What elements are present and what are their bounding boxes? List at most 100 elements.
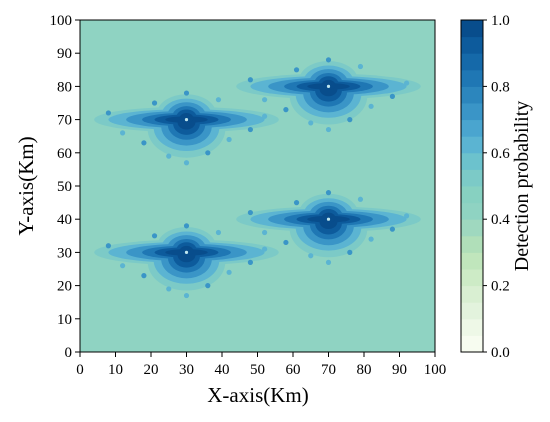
hotspot-speckle [247, 77, 253, 83]
hotspot-speckle [262, 246, 268, 252]
colorbar-segment [461, 169, 483, 187]
x-tick-label: 60 [286, 362, 301, 378]
hotspot-speckle [120, 263, 126, 269]
colorbar-segment [461, 36, 483, 54]
y-tick-label: 0 [65, 345, 73, 361]
hotspot-speckle [308, 120, 314, 126]
colorbar-segment [461, 86, 483, 104]
hotspot-speckle [404, 80, 410, 86]
hotspot-speckle [262, 113, 268, 119]
colorbar-segment [461, 69, 483, 87]
y-tick-label: 40 [57, 212, 72, 228]
y-tick-label: 100 [50, 13, 73, 29]
hotspot [236, 190, 421, 265]
hotspot-speckle [347, 117, 353, 123]
hotspot-speckle [183, 292, 190, 299]
y-tick-label: 10 [57, 312, 72, 328]
hotspot-center-marker [326, 84, 331, 88]
hotspot-speckle [357, 63, 364, 70]
hotspot-speckle [205, 150, 211, 156]
hotspot-speckle [141, 140, 147, 146]
hotspot-speckle [183, 223, 190, 229]
colorbar-segment [461, 318, 483, 336]
hotspot-speckle [215, 97, 222, 103]
x-tick-label: 100 [424, 362, 447, 378]
y-tick-label: 90 [57, 46, 72, 62]
hotspot-speckle [325, 57, 332, 63]
y-tick-label: 60 [57, 146, 72, 162]
x-tick-label: 20 [144, 362, 159, 378]
y-tick-label: 80 [57, 79, 72, 95]
colorbar-segments [461, 20, 483, 353]
y-tick-label: 50 [57, 179, 72, 195]
colorbar-segment [461, 53, 483, 71]
hotspot-speckle [166, 286, 172, 292]
hotspot-speckle [105, 243, 111, 249]
hotspot-speckle [151, 100, 158, 106]
plot-background [80, 20, 435, 352]
x-tick-label: 30 [179, 362, 194, 378]
colorbar-segment [461, 103, 483, 121]
colorbar-segment [461, 335, 483, 353]
colorbar-segment [461, 136, 483, 154]
colorbar-segment [461, 269, 483, 287]
colorbar-segment [461, 219, 483, 237]
x-tick-label: 10 [108, 362, 123, 378]
hotspot-center-marker [184, 118, 189, 122]
x-axis-ticks: 0 10 20 30 40 50 60 70 80 90 100 [76, 352, 446, 378]
y-axis-ticks: 0 10 20 30 40 50 60 70 80 90 100 [50, 13, 80, 361]
y-tick-label: 70 [57, 113, 72, 129]
colorbar-tick-label: 0.6 [491, 146, 510, 162]
colorbar-frame [460, 19, 484, 353]
hotspot-speckle [357, 196, 364, 202]
x-tick-label: 50 [250, 362, 265, 378]
hotspot-speckle [293, 200, 300, 206]
x-tick-label: 0 [76, 362, 84, 378]
hotspot-speckle [325, 259, 332, 265]
x-axis-label: X-axis(Km) [207, 383, 308, 407]
hotspot-speckle [247, 209, 253, 216]
x-tick-label: 70 [321, 362, 336, 378]
hotspot-center-marker [326, 217, 331, 221]
hotspot-speckle [368, 103, 374, 109]
colorbar-tick-label: 0.0 [491, 345, 510, 361]
hotspot-speckle [308, 253, 314, 259]
hotspot-speckle [347, 249, 353, 255]
hotspot-speckle [105, 110, 111, 116]
colorbar-segment [461, 186, 483, 204]
colorbar-tick-label: 0.8 [491, 79, 510, 95]
hotspot-speckle [215, 229, 222, 236]
colorbar-segment [461, 302, 483, 320]
hotspot-speckle [205, 283, 211, 289]
hotspot-speckle [141, 273, 147, 279]
hotspot-speckle [293, 67, 300, 73]
hotspot-speckle [183, 90, 190, 96]
hotspot-speckle [166, 153, 172, 159]
hotspot-speckle [226, 269, 232, 275]
hotspot-speckle [283, 239, 289, 246]
colorbar-segment [461, 119, 483, 137]
colorbar-ticks: 0.0 0.2 0.4 0.6 0.8 1.0 [483, 13, 510, 361]
colorbar-segment [461, 202, 483, 220]
hotspot [94, 223, 279, 299]
hotspot-speckle [151, 233, 158, 239]
hotspot-center-marker [184, 250, 189, 254]
hotspot-speckle [183, 160, 190, 166]
hotspot-speckle [325, 126, 332, 133]
hotspot-speckle [368, 236, 374, 242]
colorbar-segment [461, 252, 483, 270]
hotspot-speckle [389, 226, 395, 232]
colorbar-segment [461, 235, 483, 253]
hotspot-speckle [404, 213, 410, 219]
hotspot-speckle [283, 107, 289, 113]
hotspot-speckle [389, 93, 395, 99]
colorbar-tick-label: 1.0 [491, 13, 510, 29]
hotspot-speckle [120, 130, 126, 136]
hotspot-speckle [226, 136, 232, 143]
hotspot-speckle [247, 259, 253, 265]
hotspot [236, 57, 421, 133]
colorbar: 0.0 0.2 0.4 0.6 0.8 1.0 Detection probability [460, 13, 533, 361]
x-tick-label: 80 [357, 362, 372, 378]
colorbar-tick-label: 0.2 [491, 279, 510, 295]
